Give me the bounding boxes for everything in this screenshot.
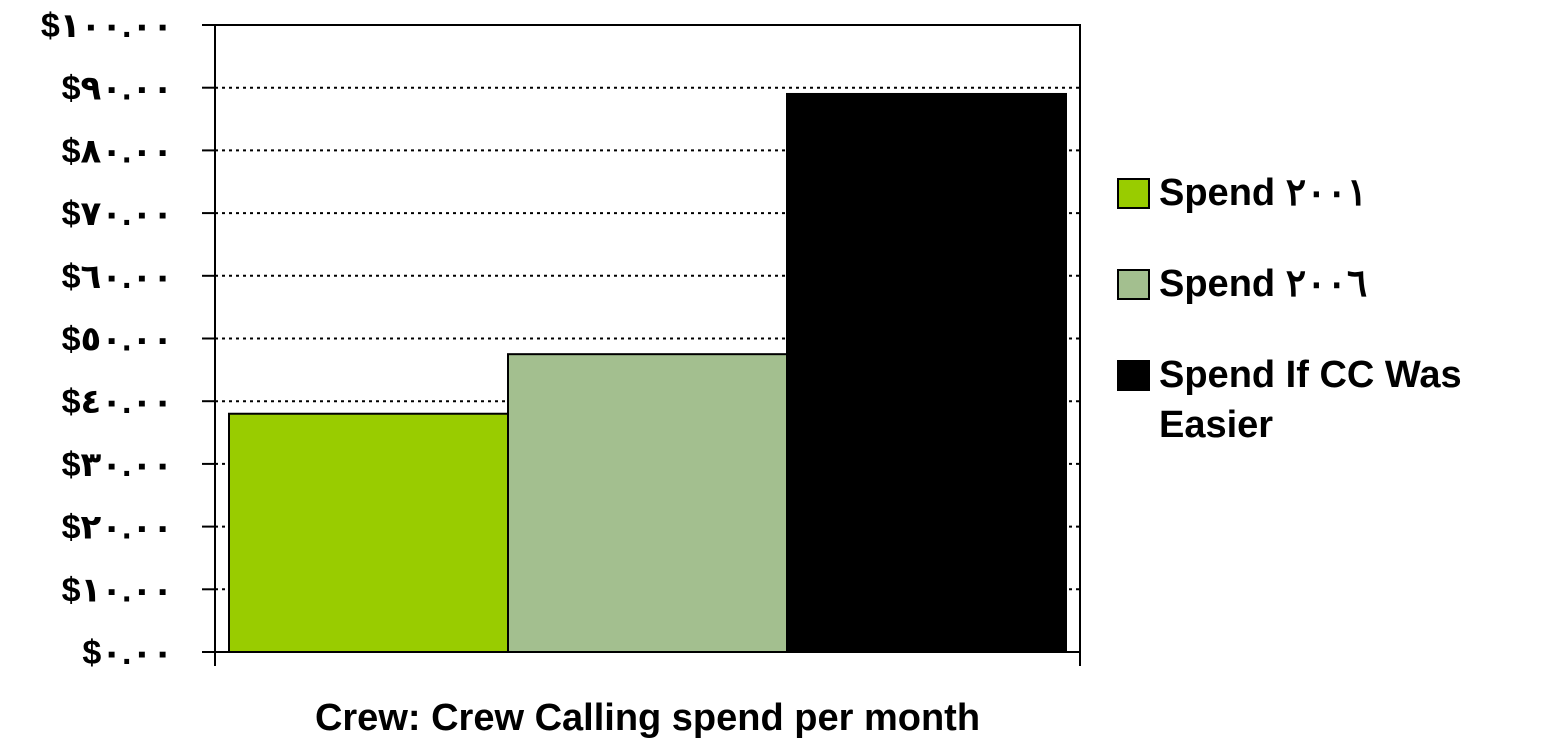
y-tick-label: $٩٠.٠٠	[62, 70, 173, 108]
bar-spend	[507, 353, 788, 653]
legend-label: Spend If CC Was Easier	[1159, 354, 1462, 446]
y-tick-label: $٣٠.٠٠	[62, 446, 173, 484]
y-tick-label: $٥٠.٠٠	[62, 321, 173, 359]
x-axis-label: Crew: Crew Calling spend per month	[314, 697, 981, 739]
y-tick-label: $٧٠.٠٠	[62, 195, 173, 233]
legend-item-spend-2001: Spend ٢٠٠١	[1117, 168, 1537, 218]
y-tick-label: $٤٠.٠٠	[62, 383, 173, 421]
legend-swatch	[1117, 269, 1150, 300]
y-tick-label: $٨٠.٠٠	[62, 132, 173, 170]
bar-spend	[228, 412, 509, 653]
y-tick-label: $٢٠.٠٠	[62, 509, 173, 547]
y-tick-label: $١٠.٠٠	[62, 571, 173, 609]
legend-label: Spend ٢٠٠٦	[1159, 263, 1368, 305]
legend: Spend ٢٠٠١ Spend ٢٠٠٦ Spend If CC Was Ea…	[1117, 168, 1537, 491]
y-tick-labels: $٠.٠٠ $١٠.٠٠ $٢٠.٠٠ $٣٠.٠٠ $٤٠.٠٠ $٥٠.٠٠ $٦٠.٠…	[41, 7, 173, 672]
legend-item-spend-2006: Spend ٢٠٠٦	[1117, 259, 1537, 309]
y-tick-label: $١٠٠.٠٠	[41, 7, 173, 45]
legend-swatch	[1117, 178, 1150, 209]
axes	[202, 24, 1081, 666]
bars	[228, 92, 1067, 654]
y-tick-label: $٠.٠٠	[82, 634, 173, 672]
legend-item-spend-if-cc-was-easier: Spend If CC Was Easier	[1117, 350, 1537, 450]
y-tick-label: $٦٠.٠٠	[62, 258, 173, 296]
bar-spend-if-cc-was-easier	[786, 92, 1067, 654]
legend-swatch	[1117, 360, 1150, 391]
legend-label: Spend ٢٠٠١	[1159, 172, 1368, 214]
